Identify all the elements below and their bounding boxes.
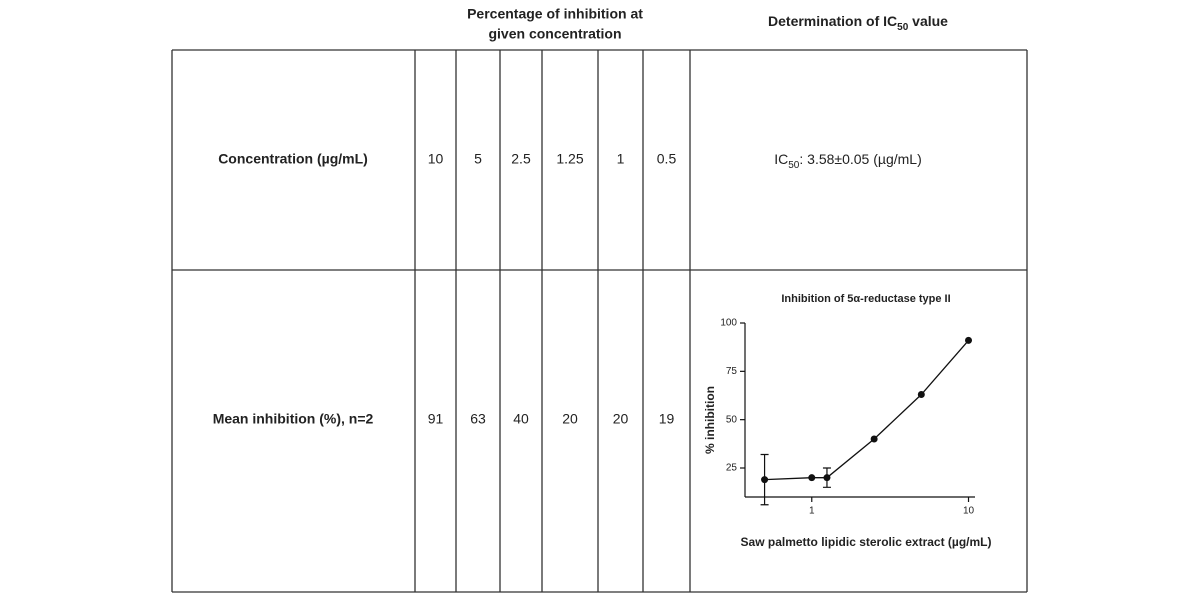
row-label: Mean inhibition (%), n=2 [213,411,374,427]
text: : 3.58±0.05 (µg/mL) [799,151,921,167]
cell: 20 [613,411,629,427]
cell: 91 [428,411,444,427]
series-line [764,339,970,481]
data-point [823,474,831,482]
result-header: Determination of IC50 value [768,13,948,33]
column-header: Percentage of inhibition at [467,6,643,22]
column-header: given concentration [488,26,621,42]
cell: 10 [428,151,444,167]
x-tick-label: 10 [963,506,975,517]
cell: 1 [617,151,625,167]
y-tick-label: 75 [726,366,738,377]
cell: 1.25 [556,151,583,167]
data-point [965,336,973,344]
cell: 0.5 [657,151,677,167]
chart-title: Inhibition of 5α-reductase type II [781,293,950,305]
text: Determination of IC [768,13,897,29]
cell: 40 [513,411,529,427]
subscript: 50 [788,160,800,171]
cell: 5 [474,151,482,167]
text: value [908,13,948,29]
x-tick-label: 1 [809,506,815,517]
text: IC [774,151,788,167]
ic50-result: IC50: 3.58±0.05 (µg/mL) [774,151,922,171]
y-axis-label: % inhibition [703,386,717,454]
data-point [808,474,816,482]
data-point [870,435,878,443]
x-axis-label: Saw palmetto lipidic sterolic extract (µ… [741,535,992,549]
cell: 63 [470,411,486,427]
cell: 2.5 [511,151,531,167]
y-tick-label: 25 [726,463,738,474]
subscript: 50 [897,22,909,33]
row-label: Concentration (µg/mL) [218,151,368,167]
table-grid [171,49,1028,593]
data-point [761,476,769,484]
y-tick-label: 50 [726,414,738,425]
data-point [917,391,925,399]
cell: 19 [659,411,675,427]
y-tick-label: 100 [720,318,737,329]
cell: 20 [562,411,578,427]
